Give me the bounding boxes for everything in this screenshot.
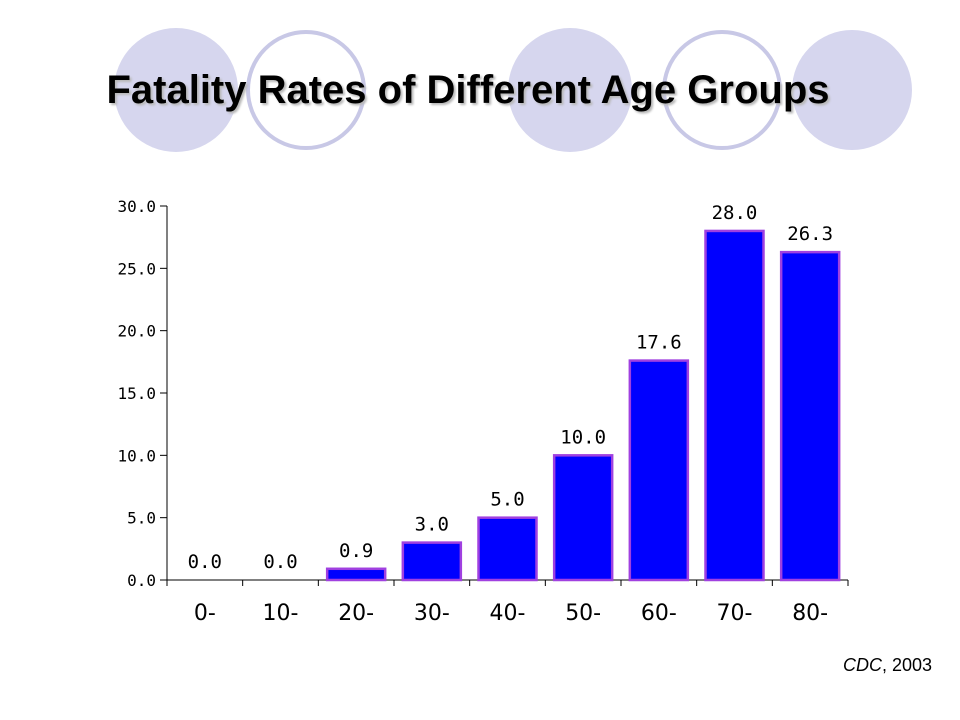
- bar: [325, 567, 387, 582]
- bar: [401, 541, 463, 582]
- x-category-label: 0-: [194, 601, 216, 626]
- data-label: 26.3: [787, 223, 833, 245]
- bar: [628, 359, 690, 582]
- y-tick-label: 15.0: [117, 384, 156, 403]
- bar: [552, 454, 614, 582]
- data-label: 0.0: [263, 551, 297, 573]
- source-org: CDC: [842, 655, 882, 675]
- x-category-label: 30-: [414, 601, 450, 626]
- data-label: 28.0: [712, 202, 758, 224]
- source-year: , 2003: [881, 655, 932, 675]
- x-category-label: 10-: [263, 601, 299, 626]
- deco-circle-2: [246, 30, 366, 150]
- slide-title: Fatality Rates of Different Age Groups: [106, 68, 830, 112]
- data-label: 3.0: [415, 514, 449, 536]
- x-category-label: 50-: [565, 601, 601, 626]
- data-label: 0.9: [339, 540, 373, 562]
- y-tick-label: 25.0: [117, 259, 156, 278]
- bar: [779, 250, 841, 582]
- x-category-label: 60-: [641, 601, 677, 626]
- x-category-label: 70-: [717, 601, 753, 626]
- y-tick-label: 20.0: [117, 322, 156, 341]
- deco-circle-4: [662, 30, 782, 150]
- y-tick-label: 5.0: [127, 509, 156, 528]
- data-label: 17.6: [636, 332, 682, 354]
- source-citation: CDC, 2003: [843, 655, 932, 676]
- y-tick-label: 0.0: [127, 571, 156, 590]
- x-category-label: 20-: [338, 601, 374, 626]
- data-label: 5.0: [490, 489, 524, 511]
- y-tick-label: 10.0: [117, 446, 156, 465]
- deco-circle-3: [508, 28, 632, 152]
- x-category-label: 40-: [490, 601, 526, 626]
- data-label: 10.0: [560, 426, 606, 448]
- y-tick-label: 30.0: [117, 197, 156, 216]
- x-category-label: 80-: [792, 601, 828, 626]
- bar: [477, 516, 538, 582]
- data-label: 0.0: [188, 551, 222, 573]
- deco-circle-1: [114, 28, 238, 152]
- bar: [704, 229, 765, 582]
- deco-circle-5: [792, 30, 912, 150]
